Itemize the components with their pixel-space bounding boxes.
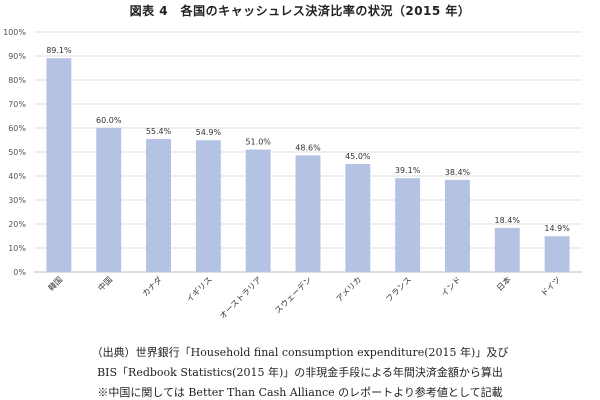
data-label: 60.0% [96,116,122,125]
bar [195,140,221,272]
x-tick-label: インド [440,275,463,298]
x-tick-label: アメリカ [335,275,364,304]
bar [544,236,570,272]
data-label: 55.4% [146,127,172,136]
bar [395,178,421,272]
x-tick-label: ドイツ [539,275,562,298]
source-note-line-2: BIS「Redbook Statistics(2015 年)」の非現金手段による… [97,366,503,379]
x-tick-label: オーストラリア [218,275,264,321]
y-tick-label: 100% [3,28,26,37]
source-note-line-3: ※中国に関しては Better Than Cash Alliance のレポート… [97,386,503,399]
x-tick-label: イギリス [185,275,214,304]
x-tick-label: 中国 [96,274,114,292]
source-note-line-1: （出典）世界銀行「Household final consumption exp… [91,346,509,359]
bar-chart: 0% 10% 20% 30% 40% 50% 60% 70% 80% 90% 100% 89.1% 韓国… [3,28,582,321]
data-label: 89.1% [46,46,72,55]
data-label: 18.4% [495,216,521,225]
chart-title: 図表 4 各国のキャッシュレス決済比率の状況（2015 年） [129,4,471,18]
y-tick-label: 50% [8,148,26,157]
data-label: 39.1% [395,166,421,175]
bar [146,139,171,272]
bar [245,149,271,272]
bar [445,179,470,272]
y-tick-label: 10% [8,244,26,253]
y-tick-label: 80% [8,76,26,85]
bar [295,155,321,272]
bar [494,227,520,272]
x-tick-label: フランス [384,275,413,304]
data-label: 45.0% [345,152,371,161]
y-tick-label: 20% [8,220,26,229]
x-tick-label: 日本 [494,274,512,292]
data-label: 51.0% [245,138,271,147]
data-label: 48.6% [295,143,321,152]
y-tick-label: 40% [8,172,26,181]
data-label: 54.9% [196,128,222,137]
y-tick-label: 70% [8,100,26,109]
y-tick-label: 90% [8,52,26,61]
y-tick-label: 60% [8,124,26,133]
y-tick-label: 30% [8,196,26,205]
x-tick-label: カナダ [140,274,164,298]
bar [46,58,72,272]
data-label: 14.9% [544,224,570,233]
y-tick-label: 0% [13,268,26,277]
bar [345,164,371,272]
x-tick-label: スウェーデン [272,274,313,315]
bar [96,128,122,272]
x-tick-label: 韓国 [46,274,64,292]
data-label: 38.4% [445,168,471,177]
